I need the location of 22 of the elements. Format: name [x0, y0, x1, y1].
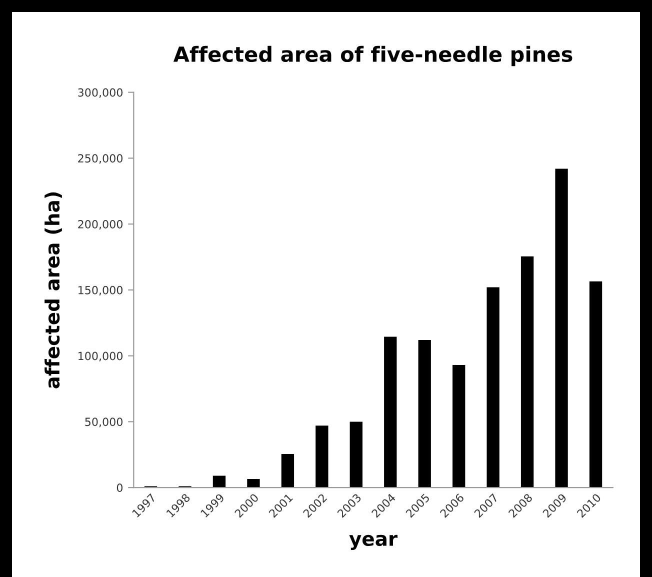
y-tick-label: 300,000	[78, 88, 123, 98]
y-tick-label: 100,000	[78, 352, 123, 362]
bar	[486, 287, 500, 488]
bar	[384, 336, 397, 488]
y-axis-title: affected area (ha)	[44, 192, 62, 388]
bar	[589, 281, 602, 488]
bar	[316, 426, 328, 488]
bar	[281, 454, 294, 488]
bar	[418, 340, 431, 488]
y-tick-label: 50,000	[85, 418, 123, 428]
bar	[452, 365, 466, 488]
y-tick-label: 200,000	[78, 220, 123, 230]
bar	[520, 256, 534, 488]
x-axis-title: year	[349, 534, 398, 550]
y-tick-label: 150,000	[78, 286, 123, 296]
y-tick-label: 250,000	[78, 154, 123, 164]
bar	[350, 422, 362, 488]
bar	[247, 479, 260, 488]
bar	[212, 476, 226, 488]
bar	[555, 168, 568, 488]
y-tick-label: 0	[116, 484, 123, 492]
chart-title: Affected area of five-needle pines	[173, 46, 572, 66]
